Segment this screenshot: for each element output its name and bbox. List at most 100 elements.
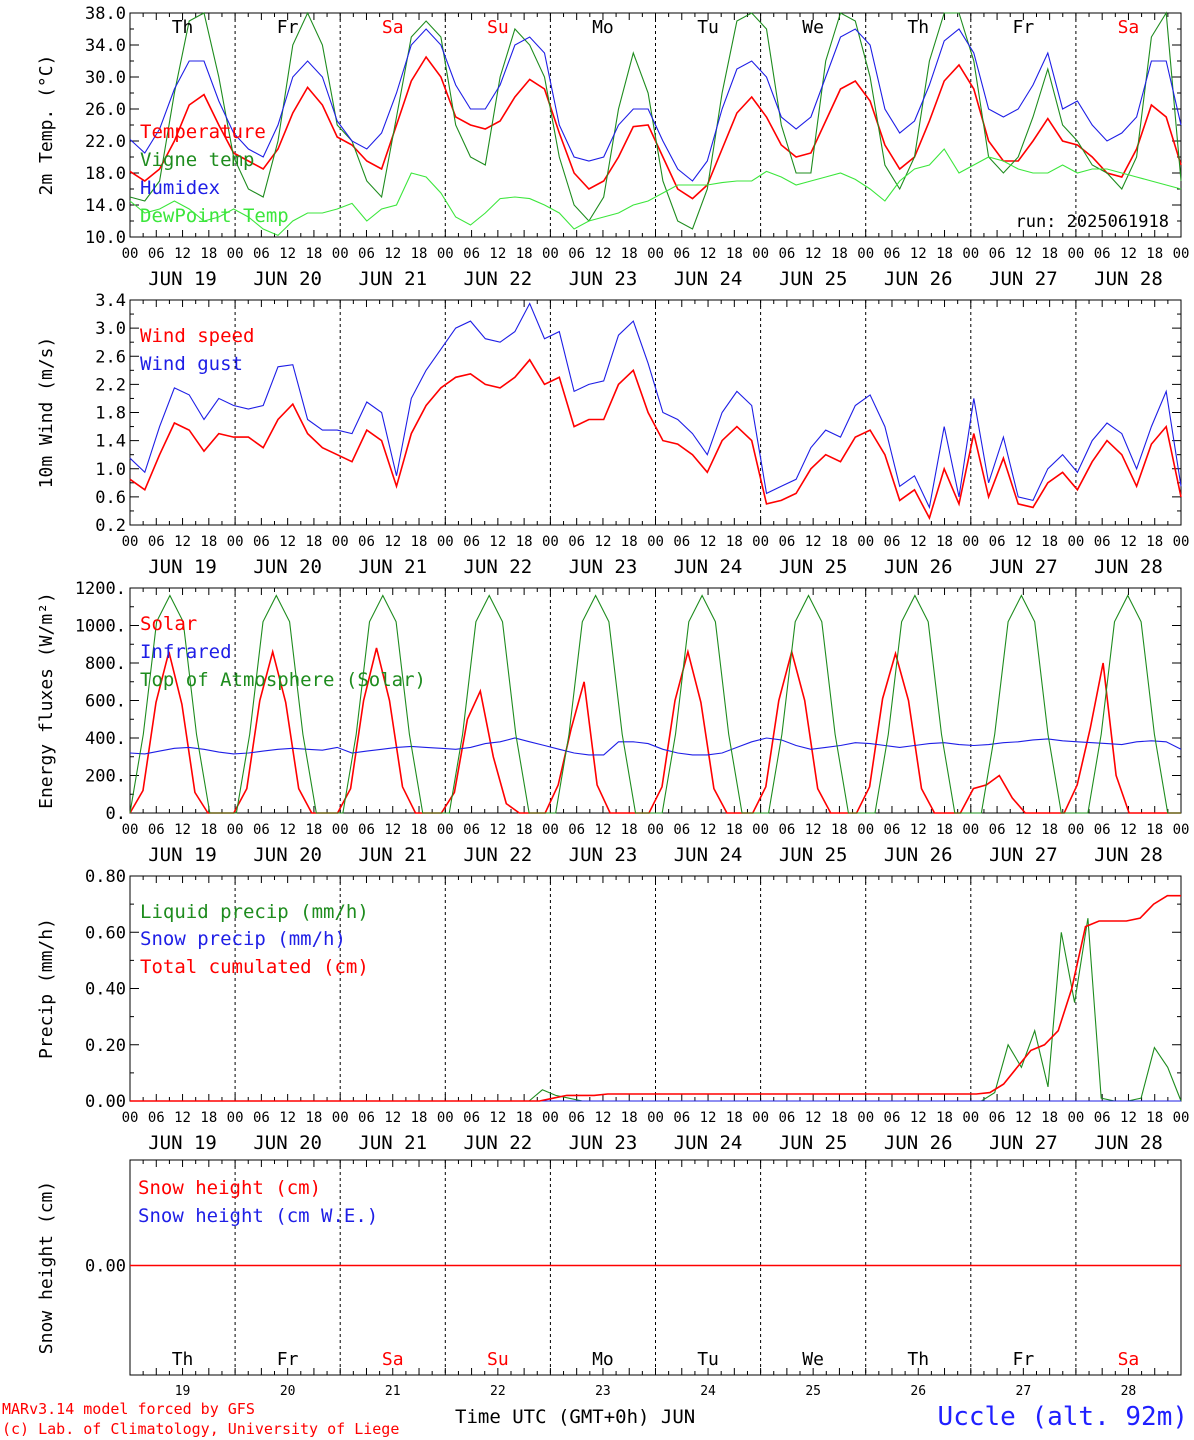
hour-tick-label: 06 bbox=[1094, 534, 1111, 550]
hour-tick-label: 12 bbox=[1015, 534, 1032, 550]
hour-tick-label: 12 bbox=[489, 1110, 506, 1126]
hour-tick-label: 18 bbox=[411, 246, 428, 262]
panel-frame bbox=[129, 587, 1182, 814]
y-axis-title: Precip (mm/h) bbox=[36, 918, 57, 1059]
hour-tick-label: 12 bbox=[700, 534, 717, 550]
panel-5 bbox=[129, 1159, 1182, 1376]
y-tick-label: 22.0 bbox=[85, 132, 126, 152]
hour-tick-label: 06 bbox=[778, 534, 795, 550]
hour-tick-label: 12 bbox=[384, 534, 401, 550]
hour-tick-label: 06 bbox=[673, 822, 690, 838]
hour-tick-label: 06 bbox=[989, 246, 1006, 262]
legend-wind-gust: Wind gust bbox=[140, 353, 243, 375]
hour-tick-label: 00 bbox=[962, 1110, 979, 1126]
date-label: JUN 19 bbox=[148, 556, 217, 578]
hour-tick-label: 12 bbox=[489, 534, 506, 550]
day-of-week-label: Th bbox=[172, 17, 194, 38]
hour-tick-label: 12 bbox=[910, 534, 927, 550]
hour-tick-label: 18 bbox=[1146, 1110, 1163, 1126]
hour-tick-label: 18 bbox=[516, 822, 533, 838]
hour-tick-label: 12 bbox=[489, 822, 506, 838]
hour-tick-label: 00 bbox=[962, 246, 979, 262]
hour-tick-label: 12 bbox=[910, 822, 927, 838]
hour-tick-label: 00 bbox=[542, 534, 559, 550]
hour-tick-label: 18 bbox=[1041, 534, 1058, 550]
hour-tick-label: 18 bbox=[831, 246, 848, 262]
hour-tick-label: 18 bbox=[1041, 1110, 1058, 1126]
hour-tick-label: 18 bbox=[516, 534, 533, 550]
hour-tick-label: 06 bbox=[673, 246, 690, 262]
day-number-label: 19 bbox=[175, 1384, 191, 1399]
legend-snow-height-we: Snow height (cm W.E.) bbox=[138, 1205, 378, 1227]
day-of-week-label: Su bbox=[487, 17, 509, 38]
hour-tick-label: 06 bbox=[884, 822, 901, 838]
hour-tick-label: 06 bbox=[778, 246, 795, 262]
hour-tick-label: 12 bbox=[489, 246, 506, 262]
hour-tick-label: 06 bbox=[989, 1110, 1006, 1126]
panel-4 bbox=[129, 875, 1182, 1102]
date-label: JUN 23 bbox=[569, 556, 638, 578]
hour-tick-label: 06 bbox=[358, 822, 375, 838]
day-of-week-label: Th bbox=[907, 17, 929, 38]
panel-frame bbox=[129, 299, 1182, 526]
hour-tick-label: 06 bbox=[884, 534, 901, 550]
y-tick-label: 0.00 bbox=[85, 1092, 126, 1112]
day-of-week-label: Th bbox=[907, 1349, 929, 1370]
hour-tick-label: 00 bbox=[962, 822, 979, 838]
y-axis-title: 2m Temp. (°C) bbox=[36, 55, 57, 196]
hour-tick-label: 00 bbox=[647, 246, 664, 262]
hour-tick-label: 06 bbox=[1094, 1110, 1111, 1126]
hour-tick-label: 00 bbox=[542, 822, 559, 838]
day-of-week-label: Sa bbox=[1118, 1349, 1140, 1370]
hour-tick-label: 18 bbox=[516, 1110, 533, 1126]
hour-tick-label: 12 bbox=[595, 1110, 612, 1126]
series-line-humidex bbox=[129, 28, 1182, 182]
y-tick-label: 0.20 bbox=[85, 1036, 126, 1056]
hour-tick-label: 00 bbox=[227, 246, 244, 262]
hour-tick-label: 00 bbox=[542, 246, 559, 262]
hour-tick-label: 06 bbox=[1094, 822, 1111, 838]
date-label: JUN 22 bbox=[464, 556, 533, 578]
y-tick-label: 3.0 bbox=[95, 319, 126, 339]
hour-tick-label: 18 bbox=[621, 246, 638, 262]
run-label: run: 2025061918 bbox=[1015, 212, 1169, 232]
date-label: JUN 23 bbox=[569, 1132, 638, 1154]
hour-tick-label: 00 bbox=[1173, 534, 1190, 550]
hour-tick-label: 00 bbox=[752, 246, 769, 262]
hour-tick-label: 12 bbox=[1015, 822, 1032, 838]
date-label: JUN 26 bbox=[884, 1132, 953, 1154]
hour-tick-label: 00 bbox=[542, 1110, 559, 1126]
day-number-label: 24 bbox=[700, 1384, 716, 1399]
hour-tick-label: 06 bbox=[673, 534, 690, 550]
hour-tick-label: 00 bbox=[122, 822, 139, 838]
hour-tick-label: 00 bbox=[227, 822, 244, 838]
series-line-total-cumulated-cm- bbox=[130, 894, 1181, 1102]
panel-3 bbox=[129, 587, 1182, 814]
hour-tick-label: 12 bbox=[384, 822, 401, 838]
hour-tick-label: 00 bbox=[437, 1110, 454, 1126]
date-label: JUN 21 bbox=[358, 844, 427, 866]
y-tick-label: 1.0 bbox=[95, 460, 126, 480]
day-of-week-label: Fr bbox=[1013, 1349, 1035, 1370]
hour-tick-label: 00 bbox=[437, 822, 454, 838]
hour-tick-label: 18 bbox=[516, 246, 533, 262]
date-label: JUN 25 bbox=[779, 1132, 848, 1154]
day-of-week-label: Tu bbox=[697, 1349, 719, 1370]
series-line-wind-speed bbox=[129, 358, 1182, 521]
hour-tick-label: 12 bbox=[174, 246, 191, 262]
y-tick-label: 0.6 bbox=[95, 488, 126, 508]
hour-tick-label: 06 bbox=[989, 534, 1006, 550]
hour-tick-label: 00 bbox=[857, 534, 874, 550]
day-of-week-label: Su bbox=[487, 1349, 509, 1370]
date-label: JUN 24 bbox=[674, 1132, 743, 1154]
hour-tick-label: 18 bbox=[200, 822, 217, 838]
y-tick-label: 18.0 bbox=[85, 164, 126, 184]
hour-tick-label: 18 bbox=[936, 1110, 953, 1126]
hour-tick-label: 06 bbox=[148, 1110, 165, 1126]
y-tick-label: 0.40 bbox=[85, 980, 126, 1000]
hour-tick-label: 00 bbox=[1067, 1110, 1084, 1126]
series-line-top-of-atmosphere-solar- bbox=[129, 594, 1181, 814]
hour-tick-label: 12 bbox=[1120, 822, 1137, 838]
legend-infrared: Infrared bbox=[140, 641, 232, 663]
date-label: JUN 28 bbox=[1094, 556, 1163, 578]
